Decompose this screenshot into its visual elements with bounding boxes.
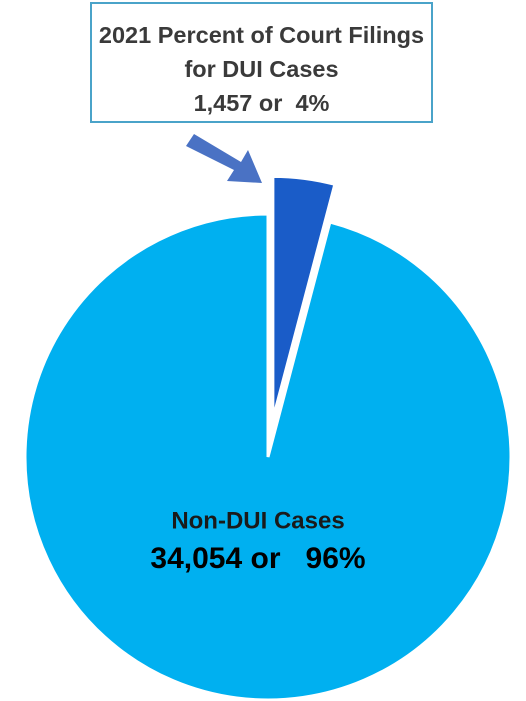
slice-value-label: 1,457 or 4% <box>193 90 330 116</box>
pie <box>23 174 513 701</box>
callout-arrow <box>186 134 262 183</box>
pie-slice <box>23 212 513 701</box>
slice-value-label: 34,054 or 96% <box>150 542 365 575</box>
slice-label: Non-DUI Cases <box>171 507 344 534</box>
pie-slice <box>271 174 337 420</box>
callout: 2021 Percent of Court Filings for DUI Ca… <box>90 2 433 123</box>
slice-label: 2021 Percent of Court Filings for DUI Ca… <box>98 22 425 82</box>
